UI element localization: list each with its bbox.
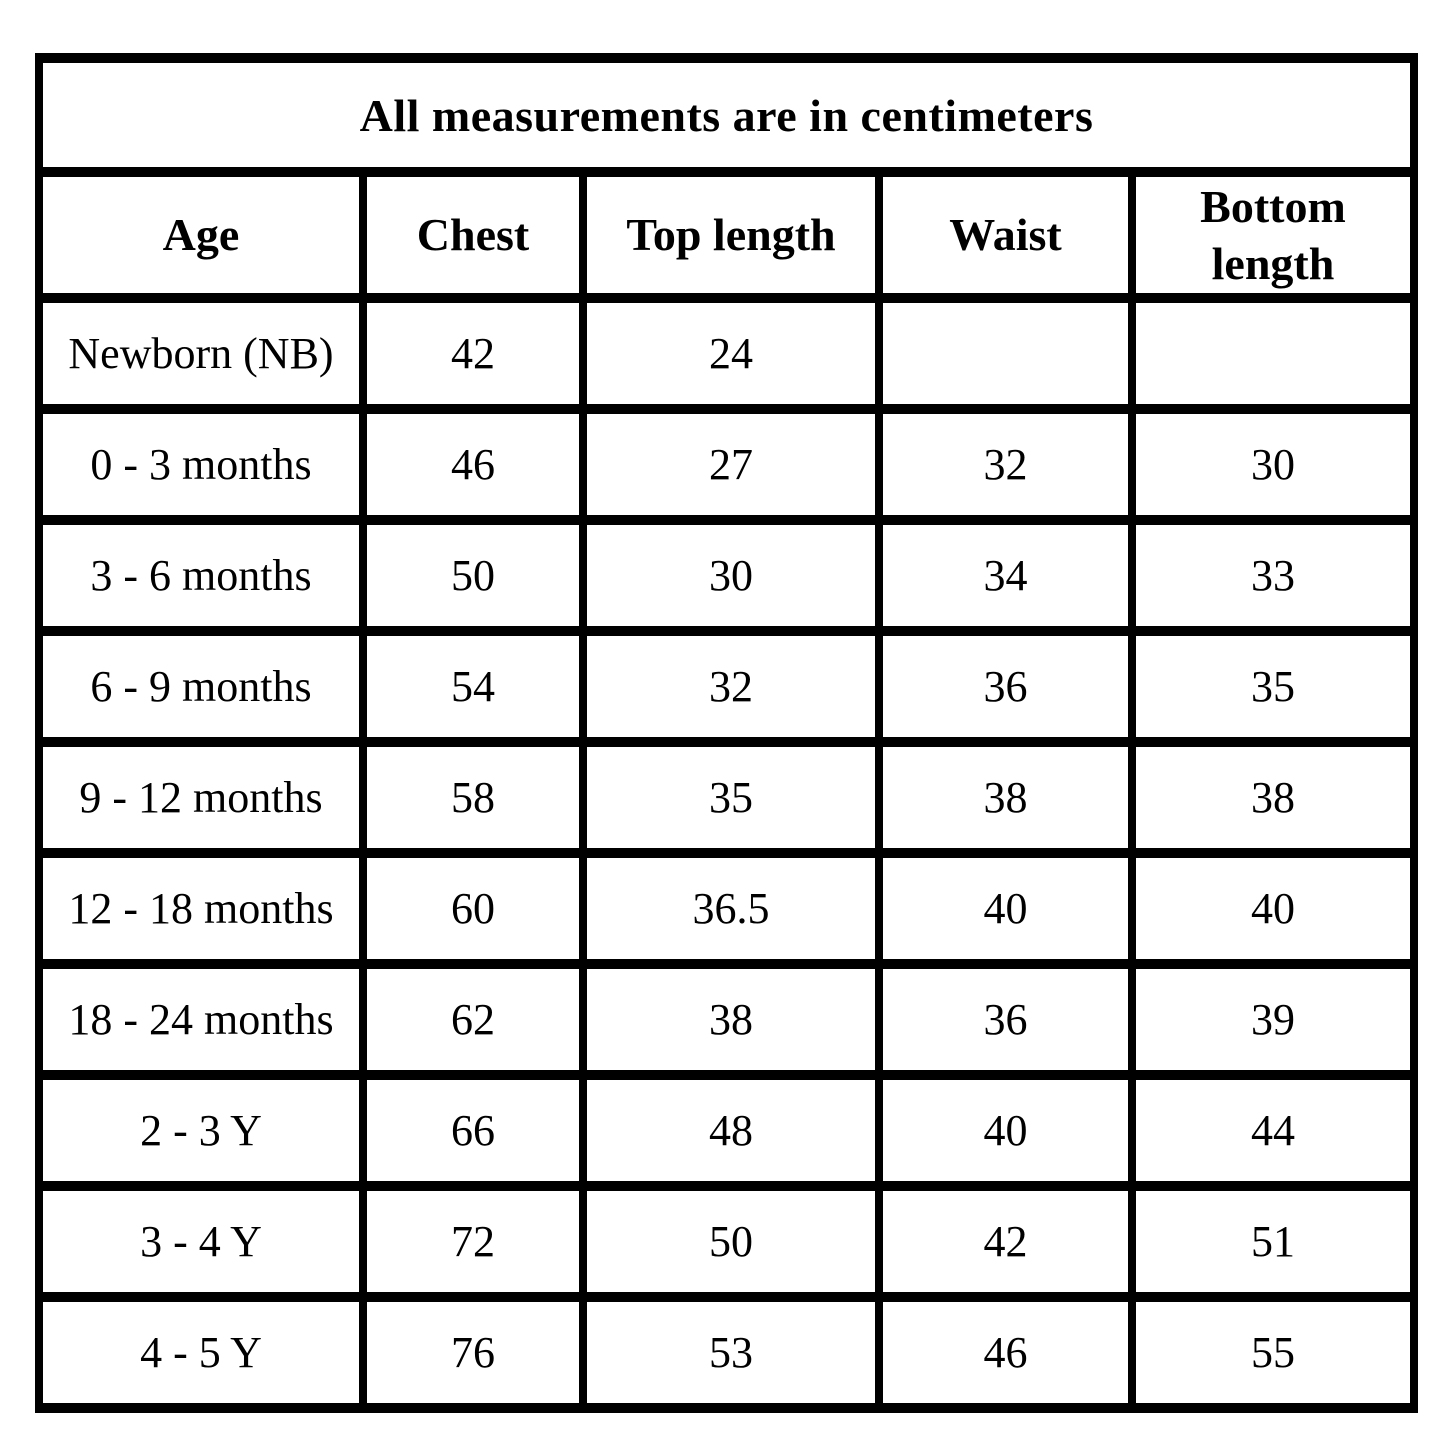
value-cell <box>875 293 1136 414</box>
age-cell: 2 - 3 Y <box>35 1070 367 1191</box>
value-cell: 32 <box>875 404 1136 525</box>
table-body: Newborn (NB) 42 24 0 - 3 months 46 27 32 30 3 - … <box>35 293 1418 1413</box>
value-cell: 55 <box>1128 1292 1418 1413</box>
value-cell: 32 <box>579 626 883 747</box>
table-row: 4 - 5 Y 76 53 46 55 <box>35 1292 1418 1413</box>
age-cell: 3 - 4 Y <box>35 1181 367 1302</box>
value-cell: 30 <box>579 515 883 636</box>
table-row: 0 - 3 months 46 27 32 30 <box>35 404 1418 525</box>
age-cell: 4 - 5 Y <box>35 1292 367 1413</box>
age-cell: 12 - 18 months <box>35 848 367 969</box>
value-cell: 30 <box>1128 404 1418 525</box>
table-title: All measurements are in centimeters <box>35 53 1418 177</box>
column-header-chest: Chest <box>359 167 587 303</box>
value-cell <box>1128 293 1418 414</box>
age-cell: 3 - 6 months <box>35 515 367 636</box>
table-row: Newborn (NB) 42 24 <box>35 293 1418 414</box>
value-cell: 33 <box>1128 515 1418 636</box>
value-cell: 60 <box>359 848 587 969</box>
table-row: 18 - 24 months 62 38 36 39 <box>35 959 1418 1080</box>
value-cell: 39 <box>1128 959 1418 1080</box>
column-header-waist: Waist <box>875 167 1136 303</box>
value-cell: 48 <box>579 1070 883 1191</box>
table-row: 3 - 6 months 50 30 34 33 <box>35 515 1418 636</box>
value-cell: 34 <box>875 515 1136 636</box>
value-cell: 36 <box>875 959 1136 1080</box>
table-header-row: Age Chest Top length Waist Bottom length <box>35 167 1418 303</box>
value-cell: 40 <box>1128 848 1418 969</box>
age-cell: 9 - 12 months <box>35 737 367 858</box>
value-cell: 54 <box>359 626 587 747</box>
value-cell: 24 <box>579 293 883 414</box>
age-cell: 18 - 24 months <box>35 959 367 1080</box>
value-cell: 38 <box>1128 737 1418 858</box>
table-title-row: All measurements are in centimeters <box>35 53 1418 177</box>
column-header-age: Age <box>35 167 367 303</box>
age-cell: Newborn (NB) <box>35 293 367 414</box>
column-header-bottom-length: Bottom length <box>1128 167 1418 303</box>
value-cell: 27 <box>579 404 883 525</box>
value-cell: 50 <box>579 1181 883 1302</box>
value-cell: 38 <box>875 737 1136 858</box>
value-cell: 72 <box>359 1181 587 1302</box>
value-cell: 46 <box>359 404 587 525</box>
value-cell: 42 <box>875 1181 1136 1302</box>
size-chart-table: All measurements are in centimeters Age … <box>35 53 1418 1413</box>
table-row: 9 - 12 months 58 35 38 38 <box>35 737 1418 858</box>
value-cell: 38 <box>579 959 883 1080</box>
value-cell: 53 <box>579 1292 883 1413</box>
value-cell: 35 <box>1128 626 1418 747</box>
table-row: 6 - 9 months 54 32 36 35 <box>35 626 1418 747</box>
value-cell: 42 <box>359 293 587 414</box>
age-cell: 6 - 9 months <box>35 626 367 747</box>
table-row: 12 - 18 months 60 36.5 40 40 <box>35 848 1418 969</box>
value-cell: 36.5 <box>579 848 883 969</box>
value-cell: 62 <box>359 959 587 1080</box>
value-cell: 46 <box>875 1292 1136 1413</box>
value-cell: 36 <box>875 626 1136 747</box>
column-header-top-length: Top length <box>579 167 883 303</box>
value-cell: 44 <box>1128 1070 1418 1191</box>
age-cell: 0 - 3 months <box>35 404 367 525</box>
value-cell: 40 <box>875 1070 1136 1191</box>
value-cell: 58 <box>359 737 587 858</box>
value-cell: 51 <box>1128 1181 1418 1302</box>
value-cell: 76 <box>359 1292 587 1413</box>
table-row: 3 - 4 Y 72 50 42 51 <box>35 1181 1418 1302</box>
value-cell: 35 <box>579 737 883 858</box>
value-cell: 40 <box>875 848 1136 969</box>
value-cell: 66 <box>359 1070 587 1191</box>
table-row: 2 - 3 Y 66 48 40 44 <box>35 1070 1418 1191</box>
value-cell: 50 <box>359 515 587 636</box>
